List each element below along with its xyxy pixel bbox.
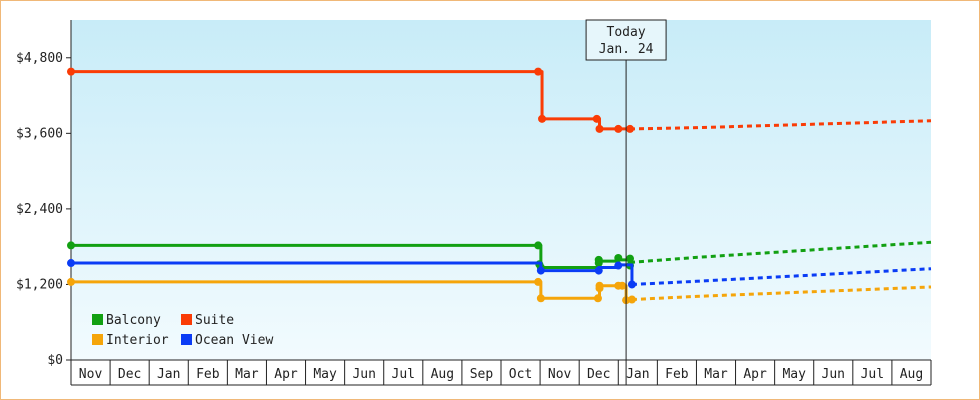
series-ocean-view xyxy=(67,259,932,289)
x-tick-label: May xyxy=(313,367,337,382)
legend-swatch xyxy=(181,334,192,345)
x-tick-label: Sep xyxy=(470,367,494,382)
x-tick-label: Feb xyxy=(196,367,220,382)
data-point xyxy=(538,114,547,123)
x-tick-label: Mar xyxy=(704,367,728,382)
x-tick-label: Jan xyxy=(626,367,649,382)
x-tick-label: Jul xyxy=(392,367,415,382)
data-point xyxy=(67,67,75,76)
series-forecast-line xyxy=(631,285,932,302)
data-point xyxy=(595,124,604,133)
x-tick-label: Apr xyxy=(743,367,767,382)
data-point xyxy=(536,294,545,303)
data-point xyxy=(534,67,543,76)
x-tick-label: Oct xyxy=(509,367,532,382)
data-point xyxy=(618,281,627,290)
today-label: Today xyxy=(607,25,646,40)
x-tick-label: Jun xyxy=(352,367,375,382)
legend-swatch xyxy=(181,314,192,325)
data-point xyxy=(67,277,75,286)
series-suite xyxy=(67,67,932,133)
x-tick-label: Nov xyxy=(548,367,572,382)
x-tick-label: Apr xyxy=(274,367,298,382)
data-point xyxy=(67,241,75,250)
legend-swatch xyxy=(92,314,103,325)
x-tick-label: Dec xyxy=(118,367,141,382)
series-forecast-line xyxy=(629,119,932,131)
data-point xyxy=(534,241,543,250)
y-tick-label: $0 xyxy=(47,353,63,368)
x-tick-label: Feb xyxy=(665,367,689,382)
plot-area xyxy=(71,20,931,360)
legend-item-balcony: Balcony xyxy=(92,313,161,328)
data-point xyxy=(593,294,602,303)
legend-label: Suite xyxy=(195,313,234,328)
x-tick-label: Jun xyxy=(822,367,845,382)
legend-item-ocean-view: Ocean View xyxy=(181,333,273,348)
y-tick-label: $2,400 xyxy=(16,202,63,217)
legend-label: Interior xyxy=(106,333,169,348)
y-tick-label: $1,200 xyxy=(16,277,63,292)
legend-item-suite: Suite xyxy=(181,313,234,328)
x-tick-label: Nov xyxy=(79,367,103,382)
data-point xyxy=(614,124,623,133)
data-point xyxy=(595,281,604,290)
today-box xyxy=(585,19,667,61)
legend-label: Ocean View xyxy=(195,333,273,348)
legend-label: Balcony xyxy=(106,313,161,328)
x-tick-label: May xyxy=(782,367,806,382)
data-point xyxy=(594,266,603,275)
data-point xyxy=(534,277,543,286)
data-point xyxy=(627,295,636,304)
x-tick-label: Jul xyxy=(861,367,884,382)
data-point xyxy=(626,124,634,133)
series-forecast-line xyxy=(631,267,932,286)
x-tick-label: Aug xyxy=(431,367,454,382)
data-point xyxy=(627,280,636,289)
y-tick-label: $3,600 xyxy=(16,126,63,141)
series-forecast-line xyxy=(629,240,932,264)
data-point xyxy=(536,266,545,275)
data-point xyxy=(614,254,623,262)
legend-item-interior: Interior xyxy=(92,333,169,348)
y-tick-label: $4,800 xyxy=(16,51,63,66)
data-point xyxy=(592,114,601,123)
today-date: Jan. 24 xyxy=(599,42,654,57)
legend-swatch xyxy=(92,334,103,345)
x-tick-label: Dec xyxy=(587,367,610,382)
x-tick-label: Aug xyxy=(900,367,923,382)
data-point xyxy=(614,261,623,270)
data-point xyxy=(67,259,75,268)
data-point xyxy=(594,255,603,264)
x-tick-label: Jan xyxy=(157,367,180,382)
x-tick-label: Mar xyxy=(235,367,259,382)
data-point xyxy=(626,254,634,263)
